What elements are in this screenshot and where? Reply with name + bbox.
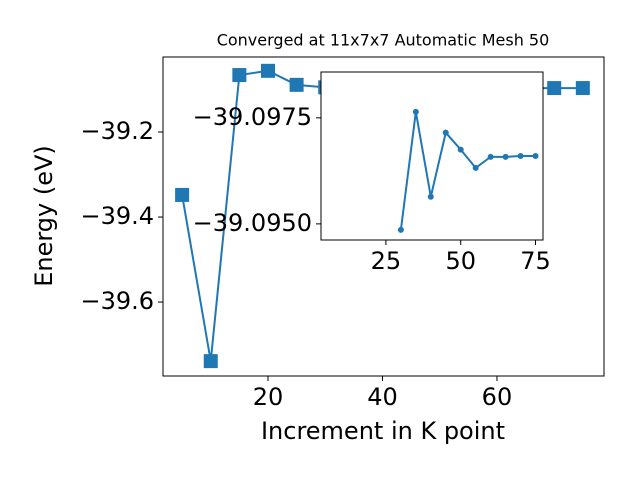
x-tick-label: 50 (445, 247, 476, 275)
marker (427, 193, 434, 200)
x-tick-label: 60 (482, 383, 513, 411)
y-tick-label: −39.0950 (193, 209, 312, 237)
marker (397, 226, 404, 233)
y-tick-label: −39.4 (80, 202, 154, 230)
series-group (397, 108, 539, 233)
marker (502, 153, 509, 160)
marker (232, 68, 247, 83)
y-axis-label: Energy (eV) (30, 145, 58, 287)
y-tick-label: −39.0975 (193, 103, 312, 131)
line (399, 111, 536, 230)
y-tick-label: −39.6 (80, 287, 154, 315)
marker (175, 187, 190, 202)
x-axis-label: Increment in K point (261, 417, 505, 445)
x-tick-label: 75 (520, 247, 551, 275)
marker (412, 108, 419, 115)
marker (575, 81, 590, 96)
marker (547, 81, 562, 96)
marker (442, 129, 449, 136)
marker (457, 146, 464, 153)
frame (320, 71, 544, 241)
marker (487, 153, 494, 160)
marker (472, 164, 479, 171)
x-tick-label: 25 (371, 247, 402, 275)
marker (289, 77, 304, 92)
marker (532, 153, 539, 159)
marker (260, 63, 275, 78)
x-tick-label: 20 (253, 383, 284, 411)
x-tick-label: 40 (367, 383, 398, 411)
frame (162, 56, 605, 377)
chart-title: Converged at 11x7x7 Automatic Mesh 50 (217, 31, 550, 50)
plot: 25 50 75 −39.0975 −39.0950 (193, 71, 551, 275)
marker (517, 153, 524, 159)
y-tick-label: −39.2 (80, 117, 154, 145)
marker (203, 354, 218, 369)
